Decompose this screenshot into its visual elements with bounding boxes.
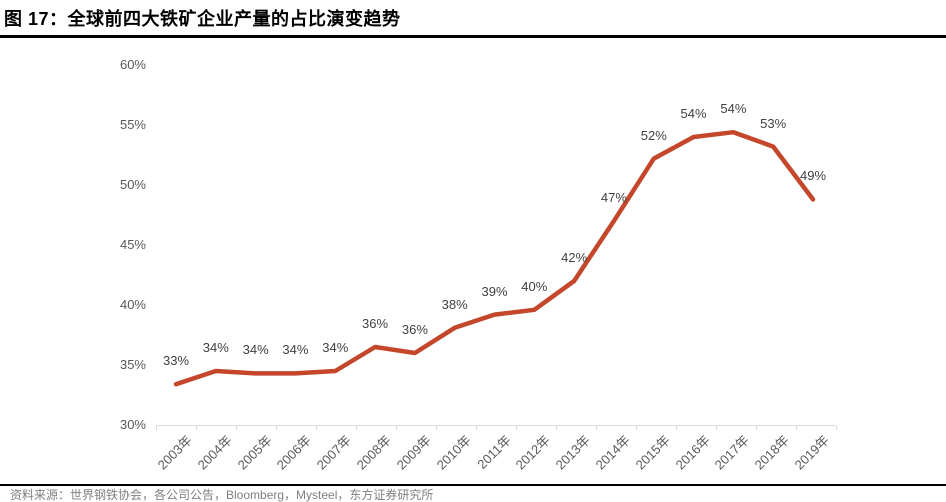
- source-note: 资料来源：世界钢铁协会，各公司公告，Bloomberg，Mysteel，东方证券…: [10, 488, 434, 502]
- y-axis-tick-label: 55%: [119, 117, 146, 132]
- title-divider: [0, 35, 946, 38]
- y-axis-tick-label: 30%: [119, 417, 146, 432]
- y-axis-tick-label: 60%: [119, 57, 146, 72]
- figure-title: 图 17：全球前四大铁矿企业产量的占比演变趋势: [4, 9, 401, 29]
- data-label: 36%: [401, 322, 428, 337]
- data-label: 54%: [720, 101, 747, 117]
- data-label: 34%: [322, 340, 349, 355]
- data-label: 38%: [441, 296, 468, 312]
- data-label: 42%: [561, 250, 588, 265]
- y-axis-tick-label: 35%: [119, 357, 146, 372]
- data-label: 34%: [282, 342, 309, 358]
- data-label: 33%: [162, 353, 190, 369]
- series-line: [173, 129, 816, 387]
- data-label: 52%: [640, 127, 667, 143]
- data-label: 40%: [521, 278, 548, 294]
- y-axis-tick-label: 50%: [119, 177, 146, 192]
- data-label: 39%: [481, 283, 508, 299]
- data-label: 49%: [799, 168, 827, 184]
- y-axis-tick-label: 45%: [119, 237, 146, 252]
- footer-divider: [0, 484, 946, 486]
- y-axis-tick-label: 40%: [119, 297, 146, 312]
- data-label: 36%: [362, 316, 389, 331]
- data-label: 34%: [242, 342, 269, 358]
- data-label: 34%: [202, 340, 229, 355]
- data-label: 47%: [600, 190, 627, 205]
- data-label: 54%: [680, 106, 707, 121]
- data-label: 53%: [760, 115, 787, 131]
